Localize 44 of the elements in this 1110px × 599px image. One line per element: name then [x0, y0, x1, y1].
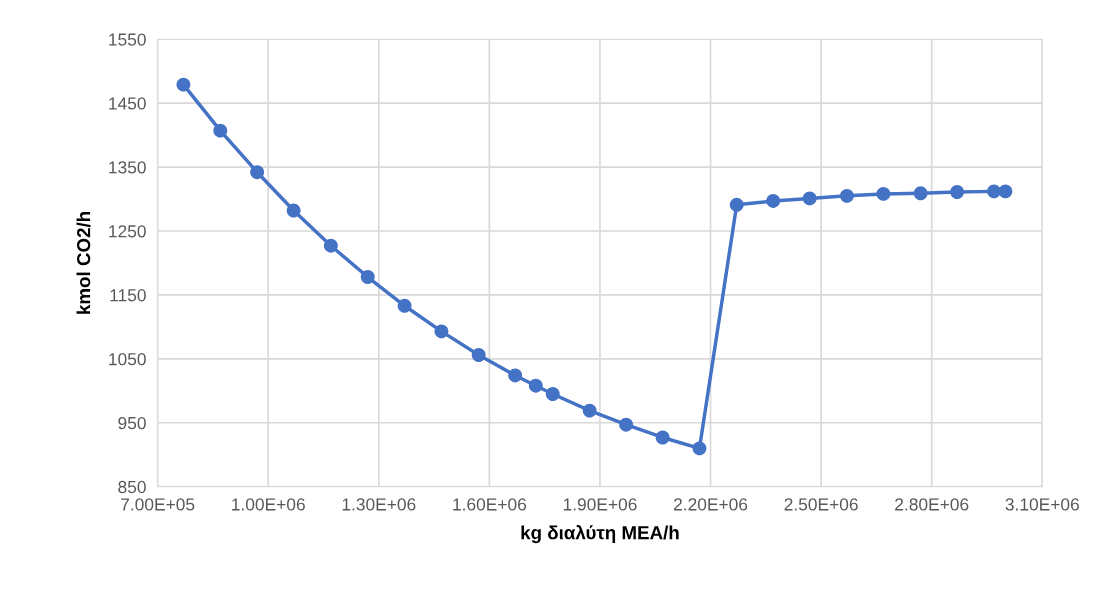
- point: [528, 378, 543, 393]
- point: [213, 123, 228, 138]
- point: [508, 368, 523, 383]
- y-tick-label: 1450: [109, 97, 146, 110]
- point: [582, 403, 597, 418]
- x-tick-label: 1.90E+06: [563, 498, 637, 511]
- point: [950, 185, 965, 199]
- point: [766, 194, 781, 208]
- y-tick-label: 1350: [109, 161, 146, 174]
- point: [692, 441, 707, 456]
- point: [839, 188, 854, 203]
- point: [876, 186, 891, 201]
- y-axis-title: kmol CO2/h: [76, 212, 91, 314]
- x-tick-label: 7.00E+05: [121, 498, 195, 511]
- point: [619, 417, 634, 432]
- point: [434, 324, 449, 339]
- y-tick-label: 1250: [109, 225, 146, 238]
- point: [987, 184, 1001, 199]
- x-tick-label: 1.30E+06: [342, 498, 416, 511]
- point: [471, 348, 486, 362]
- x-axis-title: kg διαλύτη MEA/h: [521, 525, 679, 544]
- x-tick-label: 2.80E+06: [895, 498, 969, 511]
- y-tick-label: 950: [118, 416, 146, 430]
- point: [250, 165, 265, 180]
- point: [655, 430, 670, 445]
- point: [545, 387, 560, 401]
- y-tick-label: 1050: [109, 353, 146, 366]
- point: [176, 77, 191, 92]
- y-tick-label: 850: [118, 480, 146, 494]
- point: [998, 184, 1013, 199]
- x-tick-label: 2.50E+06: [784, 498, 858, 511]
- x-tick-label: 1.00E+06: [232, 498, 305, 511]
- point: [802, 191, 817, 206]
- point: [323, 238, 338, 253]
- point: [360, 270, 375, 284]
- y-tick-label: 1150: [110, 289, 146, 302]
- x-tick-label: 2.20E+06: [674, 498, 748, 511]
- point: [913, 186, 928, 201]
- y-tick-label: 1550: [109, 33, 146, 46]
- point: [397, 298, 412, 313]
- x-tick-label: 1.60E+06: [453, 498, 527, 511]
- point: [729, 197, 744, 212]
- x-tick-label: 3.10E+06: [1005, 498, 1079, 511]
- point: [286, 203, 301, 218]
